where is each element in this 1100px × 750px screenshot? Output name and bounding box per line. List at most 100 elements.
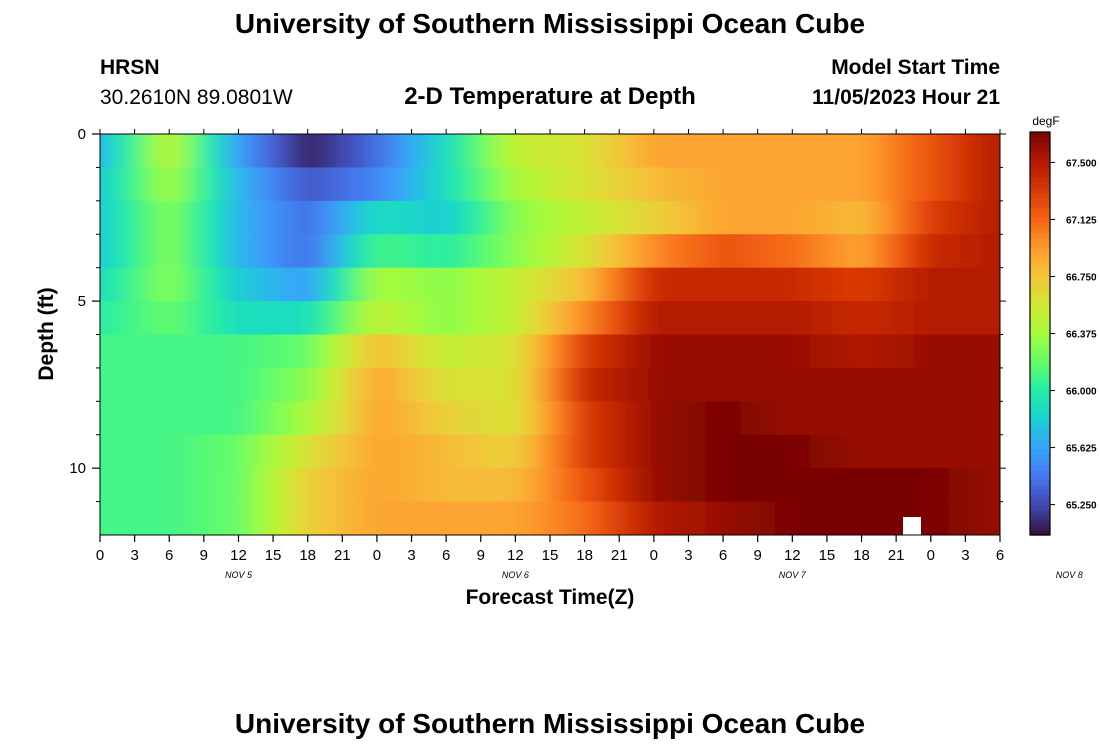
heatmap-cell bbox=[1006, 234, 1018, 268]
heatmap-cell bbox=[463, 334, 476, 369]
heatmap-cell bbox=[625, 367, 638, 402]
heatmap-cell bbox=[209, 234, 222, 269]
heatmap-cell bbox=[117, 468, 130, 503]
heatmap-cell bbox=[417, 301, 430, 336]
heatmap-cell bbox=[140, 367, 153, 402]
heatmap-cell bbox=[728, 200, 741, 235]
heatmap-cell bbox=[117, 501, 130, 535]
heatmap-cell bbox=[890, 434, 903, 469]
heatmap-cell bbox=[117, 334, 130, 369]
heatmap-cell bbox=[925, 401, 938, 436]
heatmap-cell bbox=[486, 200, 499, 235]
heatmap-cell bbox=[532, 234, 545, 269]
heatmap-cell bbox=[601, 401, 615, 436]
heatmap-cell bbox=[1017, 201, 1029, 235]
heatmap-cell bbox=[590, 234, 603, 269]
heatmap-cell bbox=[925, 468, 938, 503]
heatmap-cell bbox=[498, 301, 511, 336]
heatmap-cell bbox=[232, 234, 245, 269]
heatmap-cell bbox=[613, 434, 626, 469]
heatmap-cell bbox=[867, 200, 880, 235]
heatmap-cell bbox=[336, 234, 349, 269]
heatmap-cell bbox=[1006, 134, 1018, 168]
heatmap-cell bbox=[671, 234, 684, 269]
heatmap-cell bbox=[83, 401, 95, 435]
heatmap-cell bbox=[763, 234, 776, 269]
heatmap-cell bbox=[763, 200, 776, 235]
heatmap-cell bbox=[798, 334, 811, 369]
colorbar-swatch bbox=[1030, 313, 1050, 319]
y-tick-label: 0 bbox=[78, 126, 86, 143]
heatmap-cell bbox=[751, 334, 765, 369]
heatmap-cell bbox=[544, 234, 557, 269]
heatmap-cell bbox=[867, 301, 880, 336]
heatmap-cell bbox=[440, 367, 453, 402]
heatmap-cell bbox=[751, 468, 765, 503]
heatmap-cell bbox=[555, 434, 568, 469]
colorbar-tick-label: 66.375 bbox=[1066, 330, 1097, 341]
heatmap-cell bbox=[705, 267, 718, 302]
heatmap-cell bbox=[463, 468, 476, 503]
heatmap-cell bbox=[786, 334, 799, 369]
heatmap-cell bbox=[821, 167, 834, 202]
heatmap-cell bbox=[186, 334, 199, 369]
heatmap-cell bbox=[786, 134, 799, 169]
heatmap-cell bbox=[382, 468, 395, 503]
heatmap-cell bbox=[198, 167, 211, 202]
heatmap-cell bbox=[463, 267, 476, 302]
colorbar-swatch bbox=[1030, 363, 1050, 370]
heatmap-cell bbox=[567, 134, 580, 169]
heatmap-cell bbox=[209, 167, 222, 202]
heatmap-cell bbox=[567, 267, 580, 302]
heatmap-cell bbox=[60, 134, 72, 168]
heatmap-cell bbox=[394, 367, 407, 402]
heatmap-cell bbox=[740, 367, 753, 402]
heatmap-cell bbox=[1006, 301, 1018, 335]
heatmap-cell bbox=[394, 401, 407, 436]
heatmap-cell bbox=[301, 200, 315, 235]
heatmap-cell bbox=[509, 167, 522, 202]
heatmap-cell bbox=[740, 401, 753, 436]
colorbar-swatch bbox=[1030, 197, 1050, 204]
heatmap-cell bbox=[278, 367, 291, 402]
heatmap-cell bbox=[371, 434, 384, 469]
heatmap-cell bbox=[359, 200, 372, 235]
heatmap-cell bbox=[913, 267, 926, 302]
heatmap-cell bbox=[728, 401, 741, 436]
heatmap-cell bbox=[728, 501, 741, 535]
heatmap-cell bbox=[567, 501, 580, 535]
heatmap-cell bbox=[60, 201, 72, 235]
colorbar-swatch bbox=[1030, 202, 1050, 209]
colorbar-swatch bbox=[1030, 252, 1050, 259]
heatmap-cell bbox=[705, 234, 718, 269]
heatmap-cell bbox=[901, 367, 915, 402]
heatmap-cell bbox=[913, 334, 926, 369]
colorbar-swatch bbox=[1030, 509, 1050, 516]
heatmap-cell bbox=[128, 334, 141, 369]
heatmap-cell bbox=[359, 167, 372, 202]
heatmap-cell bbox=[394, 200, 407, 235]
heatmap-cell bbox=[71, 167, 83, 201]
heatmap-cell bbox=[336, 200, 349, 235]
heatmap-cell bbox=[163, 234, 176, 269]
heatmap-cell bbox=[740, 200, 753, 235]
heatmap-cell bbox=[498, 367, 511, 402]
heatmap-cell bbox=[382, 401, 395, 436]
heatmap-cell bbox=[913, 134, 926, 169]
heatmap-cell bbox=[394, 468, 407, 503]
heatmap-cell bbox=[151, 301, 165, 336]
heatmap-cell bbox=[267, 501, 280, 535]
heatmap-cell bbox=[105, 301, 118, 336]
colorbar-swatch bbox=[1030, 524, 1050, 531]
heatmap-cell bbox=[636, 267, 649, 302]
heatmap-cell bbox=[278, 468, 291, 503]
heatmap-cell bbox=[878, 167, 891, 202]
heatmap-cell bbox=[613, 134, 626, 169]
heatmap-cell bbox=[486, 301, 499, 336]
heatmap-cell bbox=[601, 200, 615, 235]
heatmap-cell bbox=[117, 167, 130, 202]
heatmap-cell bbox=[498, 167, 511, 202]
heatmap-cell bbox=[221, 301, 234, 336]
heatmap-cell bbox=[313, 301, 326, 336]
heatmap-cell bbox=[417, 434, 430, 469]
